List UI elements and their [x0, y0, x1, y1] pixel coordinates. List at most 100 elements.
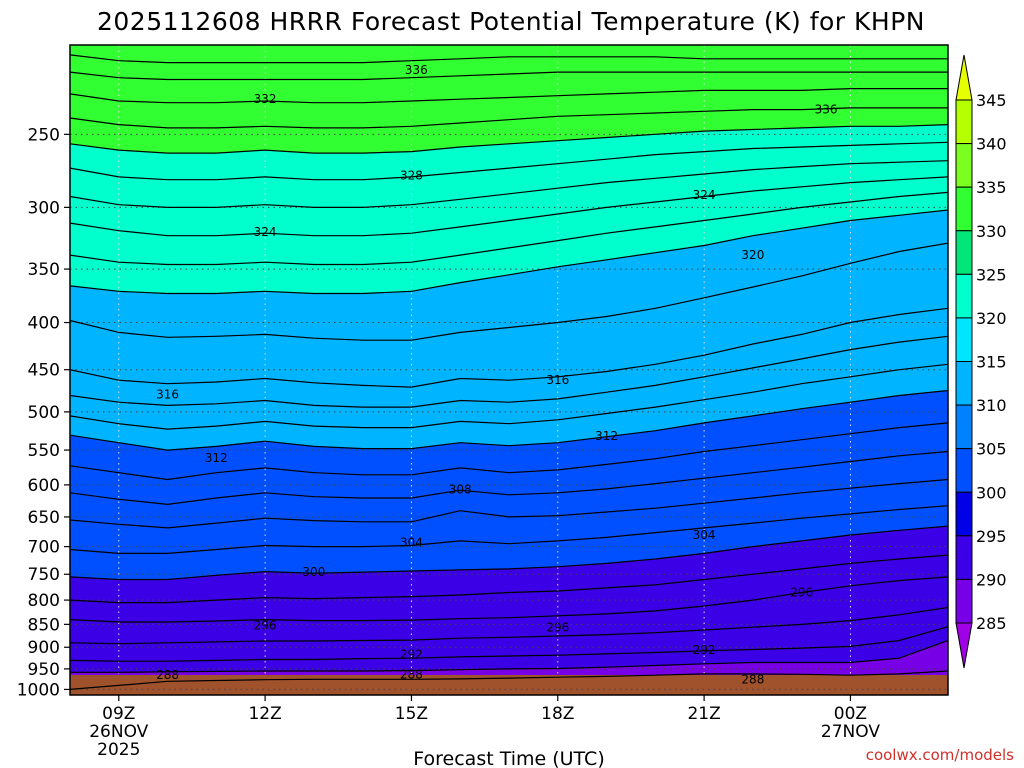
y-tick-label-1000: 1000 — [17, 680, 60, 700]
contour-label-17: 296 — [546, 621, 569, 635]
colorbar-segment-1 — [955, 99, 973, 145]
isentrope-290 — [70, 639, 948, 673]
isentrope-288 — [70, 670, 948, 690]
isentrope-338 — [70, 54, 948, 64]
contour-label-18: 292 — [400, 648, 423, 662]
isentrope-300 — [70, 525, 948, 581]
isentrope-324 — [70, 176, 948, 237]
contour-label-12: 304 — [693, 528, 716, 542]
contour-labels: 336 332 336 328 324 324 320 316 316 312 312 308 304 3… — [156, 63, 837, 686]
chart-title: 2025112608 HRRR Forecast Potential Tempe… — [97, 7, 925, 36]
colorbar-label-345: 345 — [976, 91, 1007, 110]
isentrope-312 — [70, 363, 948, 430]
contour-label-22: 288 — [741, 672, 764, 686]
x-tick-label-9-1: 26NOV — [89, 722, 148, 742]
colorbar-label-300: 300 — [976, 483, 1007, 502]
colorbar-segment-8 — [955, 404, 973, 450]
y-tick-label-850: 850 — [28, 615, 60, 635]
y-tick-label-700: 700 — [28, 538, 60, 558]
colorbar-top-arrow — [955, 54, 973, 101]
y-tick-label-450: 450 — [28, 361, 60, 381]
contour-label-5: 324 — [254, 225, 277, 239]
colorbar-segment-11 — [955, 535, 973, 580]
isentrope-314 — [70, 335, 948, 408]
contour-label-9: 312 — [595, 429, 618, 443]
isentrope-306 — [70, 450, 948, 506]
colorbar-segment-3 — [955, 186, 973, 232]
isentrope-302 — [70, 505, 948, 554]
contour-label-14: 300 — [302, 565, 325, 579]
contour-label-0: 336 — [405, 63, 428, 77]
y-tick-label-250: 250 — [28, 125, 60, 145]
colorbar-segment-6 — [955, 317, 973, 362]
contour-label-20: 288 — [156, 668, 179, 682]
colorbar-label-310: 310 — [976, 396, 1007, 415]
contour-label-6: 320 — [741, 248, 764, 262]
contour-label-10: 312 — [205, 451, 228, 465]
y-axis: 250 300 350 400 450 500 550 600 650 700 750 800 850 9… — [17, 125, 70, 700]
contour-label-16: 296 — [254, 618, 277, 632]
contour-label-8: 316 — [546, 373, 569, 387]
y-tick-label-550: 550 — [28, 441, 60, 461]
x-tick-label-12-0: 12Z — [248, 704, 281, 724]
colorbar-label-325: 325 — [976, 265, 1007, 284]
x-tick-label-15-0: 15Z — [395, 704, 428, 724]
colorbar-segment-4 — [955, 230, 973, 275]
colorbar-segment-12 — [955, 578, 973, 624]
contour-label-21: 288 — [400, 667, 423, 681]
colorbar-label-335: 335 — [976, 178, 1007, 197]
x-tick-label-9-2: 2025 — [97, 740, 140, 760]
isentrope-330 — [70, 124, 948, 154]
colorbar-segment-7 — [955, 361, 973, 406]
colorbar-label-305: 305 — [976, 440, 1007, 459]
isentrope-308 — [70, 422, 948, 481]
x-tick-label-24-0: 00Z — [834, 704, 867, 724]
isentrope-316 — [70, 307, 948, 388]
isentrope-320 — [70, 209, 948, 295]
isentrope-294 — [70, 606, 948, 645]
y-tick-label-500: 500 — [28, 403, 60, 423]
x-tick-label-21-0: 21Z — [687, 704, 720, 724]
x-tick-label-24-1: 27NOV — [821, 722, 880, 742]
contour-label-19: 292 — [693, 643, 716, 657]
colorbar-segment-2 — [955, 143, 973, 188]
contour-label-1: 332 — [254, 92, 277, 106]
theta-color-fill — [70, 45, 948, 695]
x-tick-label-18-0: 18Z — [541, 704, 574, 724]
colorbar-label-285: 285 — [976, 614, 1007, 633]
colorbar-label-295: 295 — [976, 527, 1007, 546]
colorbar-segment-5 — [955, 273, 973, 319]
colorbar-label-340: 340 — [976, 135, 1007, 154]
isentrope-328 — [70, 141, 948, 181]
isentrope-310 — [70, 389, 948, 451]
isentrope-292 — [70, 626, 948, 662]
colorbar-label-315: 315 — [976, 353, 1007, 372]
y-tick-label-900: 900 — [28, 638, 60, 658]
colorbar-label-330: 330 — [976, 222, 1007, 241]
y-tick-label-350: 350 — [28, 260, 60, 280]
contour-label-15: 296 — [790, 586, 813, 600]
contour-label-7: 316 — [156, 388, 179, 402]
contour-label-11: 308 — [449, 483, 472, 497]
isentrope-318 — [70, 242, 948, 341]
y-tick-label-750: 750 — [28, 565, 60, 585]
y-tick-label-800: 800 — [28, 591, 60, 611]
isentrope-336 — [70, 71, 948, 81]
contour-label-4: 324 — [693, 188, 716, 202]
y-tick-label-950: 950 — [28, 660, 60, 680]
colorbar-bottom-arrow — [955, 622, 973, 669]
isentrope-298 — [70, 554, 948, 604]
colorbar: 345 340 335 330 325 320 315 310 305 300 295 290 285 — [955, 54, 1007, 669]
isentrope-296 — [70, 576, 948, 623]
colorbar-label-320: 320 — [976, 309, 1007, 328]
y-tick-label-600: 600 — [28, 476, 60, 496]
isentrope-322 — [70, 191, 948, 266]
contour-label-3: 328 — [400, 168, 423, 182]
isentrope-304 — [70, 478, 948, 529]
colorbar-label-290: 290 — [976, 570, 1007, 589]
credit-text: coolwx.com/models — [866, 746, 1014, 764]
isentrope-326 — [70, 160, 948, 208]
isentrope-334 — [70, 88, 948, 104]
